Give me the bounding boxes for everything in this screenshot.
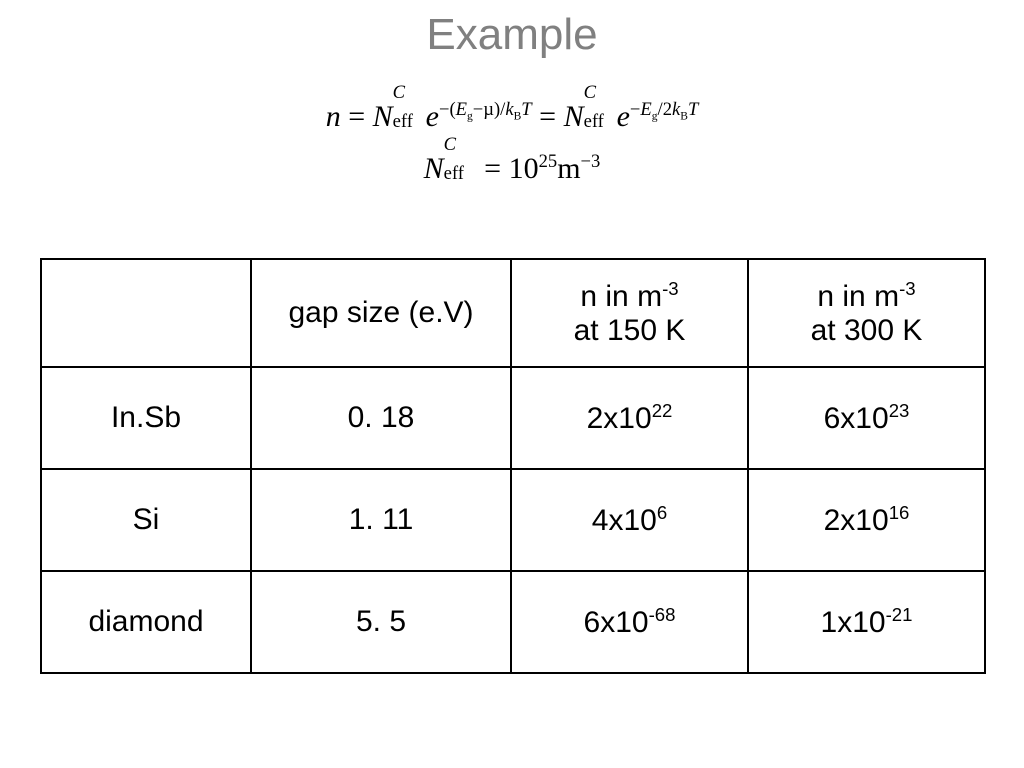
eq1-N2-subsup: Ceff — [584, 96, 617, 126]
eq2-N-subsup: Ceff — [444, 148, 477, 178]
eq1-N2-sup: C — [584, 82, 596, 103]
eq1-exp1: −(Eg−µ)/kBT — [439, 99, 532, 120]
eq1-exp1-mid: −µ)/ — [473, 99, 506, 120]
eq1-exp2-E: E — [640, 99, 651, 120]
header-n-300k-line2: at 300 K — [749, 314, 984, 349]
cell-n150-base: 2x10 — [587, 402, 652, 435]
cell-n300: 2x1016 — [748, 469, 985, 571]
table-row: In.Sb 0. 18 2x1022 6x1023 — [41, 367, 985, 469]
cell-n150-base: 6x10 — [584, 606, 649, 639]
cell-n300-base: 1x10 — [821, 606, 886, 639]
cell-material: In.Sb — [41, 367, 251, 469]
eq1-exp2-T: T — [688, 99, 698, 120]
cell-n150: 4x106 — [511, 469, 748, 571]
header-n-300k-prefix: n in m — [817, 280, 899, 313]
eq2-m: m — [557, 152, 580, 185]
eq1-exp1-open: −( — [439, 99, 456, 120]
cell-n150: 6x10-68 — [511, 571, 748, 673]
eq1-exp2: −Eg/2kBT — [630, 99, 698, 120]
table-row: diamond 5. 5 6x10-68 1x10-21 — [41, 571, 985, 673]
eq1-N2: N — [564, 100, 584, 133]
eq2-m-exp: −3 — [581, 151, 601, 172]
eq2-eq: = — [484, 152, 501, 185]
eq1-N2-sub: eff — [584, 111, 604, 133]
eq2-N-sub: eff — [444, 163, 464, 185]
header-gap-size: gap size (e.V) — [251, 259, 511, 367]
eq1-eq1: = — [348, 100, 365, 133]
eq2-ten: 10 — [509, 152, 539, 185]
table-header-row: gap size (e.V) n in m-3 at 150 K n in m-… — [41, 259, 985, 367]
equations-block: n = NCeffe−(Eg−µ)/kBT = NCeffe−Eg/2kBT N… — [0, 90, 1024, 200]
cell-n300-exp: 23 — [889, 400, 910, 421]
cell-n300: 6x1023 — [748, 367, 985, 469]
cell-n300-exp: -21 — [886, 604, 913, 625]
equation-line-1: n = NCeffe−(Eg−µ)/kBT = NCeffe−Eg/2kBT — [0, 96, 1024, 134]
table-row: Si 1. 11 4x106 2x1016 — [41, 469, 985, 571]
header-n-300k: n in m-3 at 300 K — [748, 259, 985, 367]
eq1-exp2-minus: − — [630, 99, 641, 120]
eq2-N: N — [424, 152, 444, 185]
eq1-exp1-k: k — [505, 99, 513, 120]
header-n-300k-sup: -3 — [899, 278, 916, 299]
eq1-N: N — [373, 100, 393, 133]
eq1-e2: e — [617, 100, 630, 133]
cell-n300: 1x10-21 — [748, 571, 985, 673]
equation-line-2: NCeff = 1025m−3 — [0, 148, 1024, 186]
cell-material: diamond — [41, 571, 251, 673]
eq2-ten-exp: 25 — [539, 151, 558, 172]
page-title: Example — [0, 10, 1024, 60]
eq1-exp1-E: E — [456, 99, 467, 120]
cell-material: Si — [41, 469, 251, 571]
cell-n300-base: 6x10 — [824, 402, 889, 435]
header-n-150k-line2: at 150 K — [512, 314, 747, 349]
cell-gap: 5. 5 — [251, 571, 511, 673]
header-n-150k-sup: -3 — [662, 278, 679, 299]
eq1-N-subsup: Ceff — [393, 96, 426, 126]
header-n-150k: n in m-3 at 150 K — [511, 259, 748, 367]
cell-n150-base: 4x10 — [592, 504, 657, 537]
cell-n300-base: 2x10 — [824, 504, 889, 537]
cell-n300-exp: 16 — [889, 502, 910, 523]
cell-n150-exp: 6 — [657, 502, 667, 523]
eq1-e1: e — [426, 100, 439, 133]
eq1-exp2-B: B — [680, 111, 688, 123]
cell-gap: 1. 11 — [251, 469, 511, 571]
eq2-N-sup: C — [444, 134, 456, 155]
eq1-N-sup: C — [393, 82, 405, 103]
header-n-150k-prefix: n in m — [580, 280, 662, 313]
cell-gap: 0. 18 — [251, 367, 511, 469]
header-empty — [41, 259, 251, 367]
eq1-N-sub: eff — [393, 111, 413, 133]
data-table: gap size (e.V) n in m-3 at 150 K n in m-… — [40, 258, 984, 674]
eq1-exp2-over: /2 — [658, 99, 672, 120]
eq1-exp1-T: T — [521, 99, 531, 120]
cell-n150: 2x1022 — [511, 367, 748, 469]
eq1-eq2: = — [539, 100, 556, 133]
eq1-n: n — [326, 100, 341, 133]
cell-n150-exp: -68 — [649, 604, 676, 625]
cell-n150-exp: 22 — [652, 400, 673, 421]
